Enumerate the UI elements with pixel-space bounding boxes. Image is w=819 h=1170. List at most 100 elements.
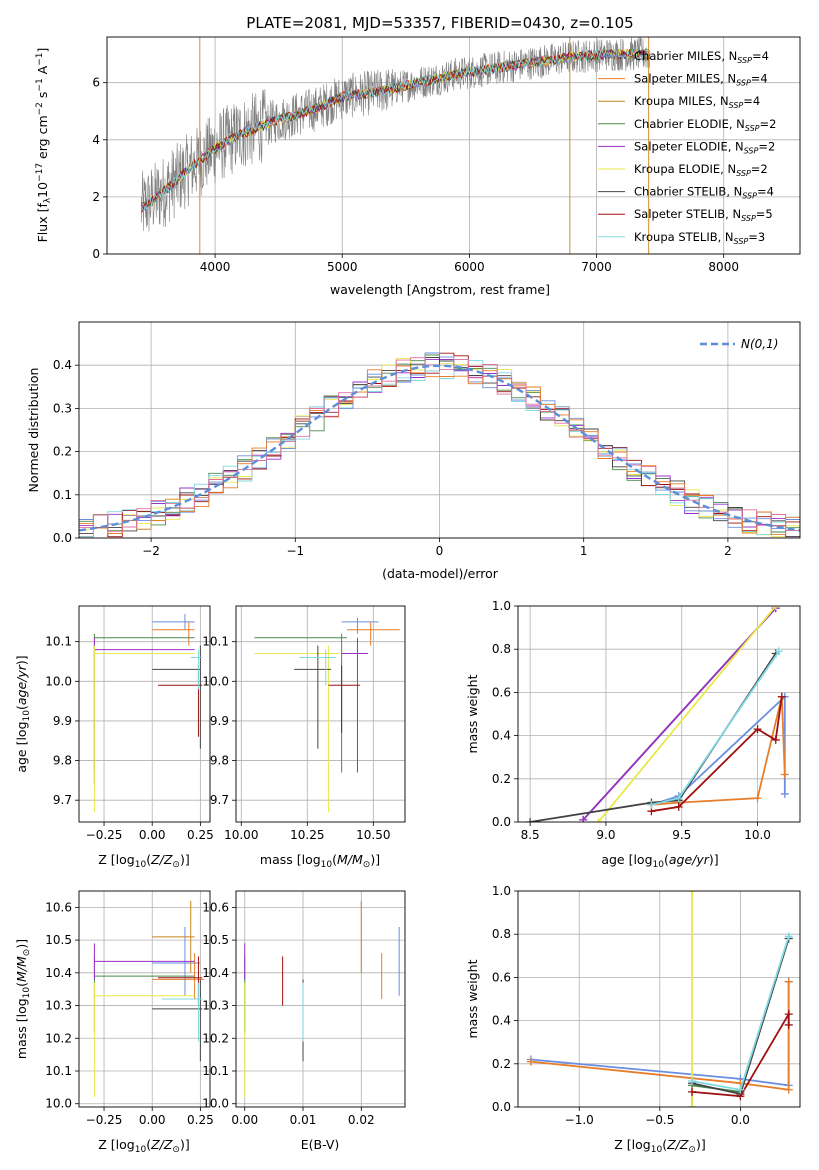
spectrum-xtick-label: 4000 [200, 260, 231, 274]
series-point [674, 794, 683, 803]
errorbar-salpeter-stelib [157, 665, 203, 737]
legend-label-sub: SSP [736, 169, 751, 178]
legend-label-kroupa-elodie: Kroupa ELODIE, NSSP=2 [634, 162, 768, 178]
errorbar-chabrier-elodie [254, 633, 347, 773]
massweight_vs_age-xtick-label: 10.0 [744, 828, 771, 842]
legend-label-chabrier-miles: Chabrier MILES, NSSP=4 [634, 49, 769, 65]
massweight-z-xlabel-part: ( [662, 1137, 667, 1152]
spectrum-ylabel-part: A [35, 65, 50, 78]
spectrum-axes: 4000 5000 6000 7000 8000 0 2 4 6 wavelength [Angs… [35, 36, 801, 297]
spectrum-ylabel-part: Flux [f [35, 203, 50, 243]
massweight_vs_Z-plot-area [518, 891, 800, 1107]
errorbar-salpeter-elodie [341, 637, 369, 773]
legend-label-count: =2 [751, 162, 768, 176]
massweight_vs_Z-ytick-label: 0.8 [492, 927, 511, 941]
legend-label-count: =3 [748, 230, 765, 244]
series-point [688, 1077, 697, 1086]
errorbar-salpeter-stelib [328, 665, 361, 733]
legend-label-sub: SSP [734, 237, 749, 246]
spectrum-ytick-label: 4 [92, 133, 100, 147]
age_vs_Z-frame [78, 605, 211, 823]
massweight-age-xlabel-part: age/yr [669, 852, 710, 867]
legend-label-salpeter-stelib: Salpeter STELIB, NSSP=5 [634, 207, 773, 223]
age_vs_mass-ytick-label: 9.9 [210, 714, 229, 728]
spectrum-model-chabrier-elodie [140, 48, 651, 213]
legend-label-sub: SSP [742, 192, 757, 201]
series-kroupa-stelib [647, 647, 783, 809]
residuals-ytick-label: 0.0 [53, 531, 72, 545]
mass_vs_EBV-frame [235, 890, 406, 1108]
legend-label-text: Chabrier ELODIE, N [634, 117, 745, 131]
errorbar-salpeter-miles [346, 621, 400, 646]
mass-z-xlabel: Z [log10(Z/Z⊙)] [98, 1137, 189, 1155]
mass_vs_EBV-axes: 0.00 0.01 0.02 10.0 10.1 10.2 10.3 10.4 10.5 10.6… [202, 890, 406, 1152]
mass-z-ylabel-part: 10 [22, 987, 32, 999]
mass-z-ylabel-part: M/M [14, 956, 29, 982]
massweight_vs_age-ytick-label: 0.4 [492, 729, 511, 743]
mass_vs_Z-xtick-label: −0.25 [86, 1113, 123, 1127]
errorbar-chabrier-miles [152, 613, 195, 630]
series-kroupa-elodie [688, 891, 697, 1107]
mass_vs_Z-xtick-label: 0.25 [187, 1113, 214, 1127]
massweight-z-xlabel-part: )] [696, 1137, 706, 1152]
residuals-ytick-label: 0.1 [53, 488, 72, 502]
age-mass-xlabel-part: mass [log [260, 852, 321, 867]
mass_vs_EBV-xtick-label: 0.01 [290, 1113, 317, 1127]
errorbar-chabrier-elodie [93, 633, 195, 773]
residuals-xtick-label: 2 [724, 544, 732, 558]
massweight_vs_age-frame [517, 605, 801, 823]
mass_vs_EBV-grid [236, 891, 405, 1107]
age_vs_mass-ytick-label: 10.1 [202, 635, 229, 649]
age-mass-xlabel-part: ( [332, 852, 337, 867]
legend-label-text: Salpeter MILES, N [634, 72, 736, 86]
spectrum-ylabel-part: −17 [35, 163, 45, 182]
mass-z-xlabel-part: Z/Z [150, 1137, 173, 1152]
mass_vs_Z-grid [79, 891, 210, 1107]
spectrum-ylabel-part: s [35, 92, 50, 103]
massweight-age-xlabel-part: age [log [601, 852, 652, 867]
series-line [597, 606, 777, 822]
massweight-z-ylabel: mass weight [465, 959, 480, 1038]
age-z-xlabel-part: Z [log [98, 852, 134, 867]
series-point [647, 800, 656, 809]
series-line [651, 696, 786, 806]
age-z-ylabel-part: age/yr [14, 664, 29, 705]
spectrum-model-salpeter-stelib [140, 48, 651, 213]
legend-label-sub: SSP [744, 146, 759, 155]
series-point [784, 1010, 793, 1019]
age_vs_Z-plot-area [79, 606, 210, 822]
age-mass-xlabel-part: ⊙ [363, 860, 371, 870]
series-point [780, 770, 789, 779]
legend-label-sub: SSP [736, 79, 751, 88]
age_vs_Z-ytick-label: 9.9 [53, 714, 72, 728]
legend-label-kroupa-miles: Kroupa MILES, NSSP=4 [634, 94, 760, 110]
age-z-xlabel-part: )] [180, 852, 190, 867]
legend-label-count: =4 [752, 49, 769, 63]
series-point [674, 802, 683, 811]
series-point [736, 1085, 745, 1094]
massweight_vs_age-plot-area [518, 606, 800, 822]
age_vs_mass-grid [236, 606, 405, 822]
mass_vs_EBV-ytick-label: 10.6 [202, 900, 229, 914]
series-point [784, 1020, 793, 1029]
age-z-xlabel-part: ⊙ [172, 860, 180, 870]
massweight_vs_Z-ytick-label: 0.2 [492, 1057, 511, 1071]
mass_vs_EBV-ytick-label: 10.0 [202, 1097, 229, 1111]
errorbar-chabrier-stelib [294, 645, 332, 749]
histogram-step-8 [79, 357, 800, 532]
errorbar-kroupa-elodie [254, 645, 339, 813]
series-line [582, 607, 777, 821]
age-z-xlabel-part: ( [146, 852, 151, 867]
spectrum-ylabel-part: −1 [35, 53, 45, 66]
massweight_vs_age-axes: 8.5 9.0 9.5 10.0 0.0 0.2 0.4 0.6 0.8 1.0 age [log1… [465, 599, 801, 870]
spectrum-model-kroupa-miles [140, 48, 651, 213]
mass_vs_EBV-ytick-label: 10.5 [202, 933, 229, 947]
series-kroupa-elodie [594, 606, 780, 822]
series-line [529, 653, 777, 822]
massweight_vs_age-xtick-label: 9.5 [672, 828, 691, 842]
age-z-xlabel: Z [log10(Z/Z⊙)] [98, 852, 189, 870]
series-line [651, 694, 786, 806]
legend-label-salpeter-miles: Salpeter MILES, NSSP=4 [634, 72, 768, 88]
